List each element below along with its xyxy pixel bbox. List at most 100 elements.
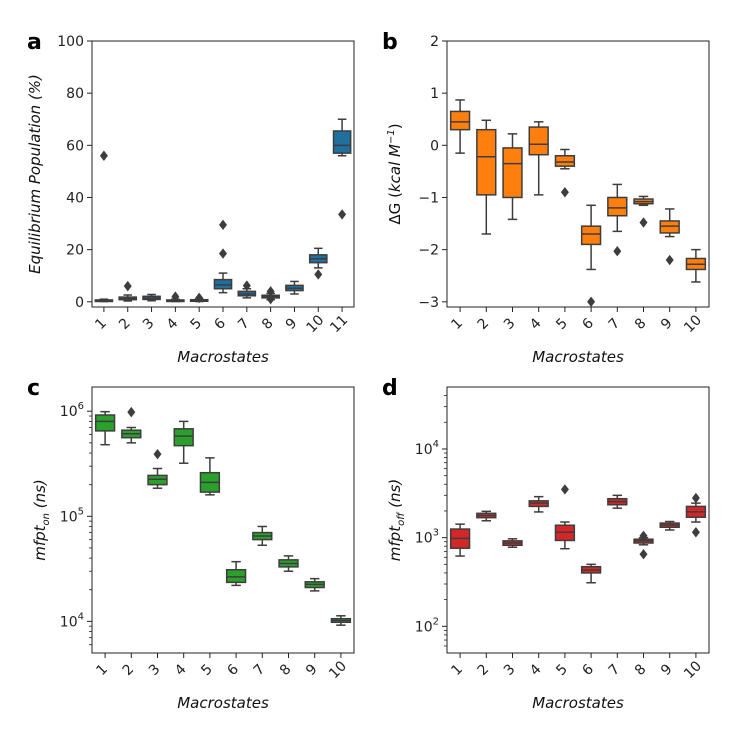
chart-b-ylabel-unit: kcal M xyxy=(386,144,404,192)
chart-d-ytick-exp: 2 xyxy=(433,616,439,627)
chart-a-xtick-label: 8 xyxy=(259,315,277,333)
chart-a-xtick-label: 3 xyxy=(140,315,158,333)
chart-a-ytick-label: 40 xyxy=(66,190,84,206)
chart-b-xtick-label: 9 xyxy=(658,315,676,333)
panel-a: a 0 20 40 60 80 100 1 2 3 4 5 6 7 8 9 10 11 Macrostates Equ… xyxy=(26,30,355,366)
chart-a-ytick-label: 60 xyxy=(66,138,84,154)
chart-d-xtick-label: 5 xyxy=(553,661,571,679)
chart-d-xtick-label: 9 xyxy=(658,661,676,679)
chart-a-ytick-label: 0 xyxy=(75,295,84,311)
chart-a-box xyxy=(332,130,352,154)
chart-c-ytick-exp: 5 xyxy=(78,506,84,517)
chart-a-outlier xyxy=(219,219,227,231)
chart-d-outlier xyxy=(691,492,700,504)
chart-c-xtick-label: 9 xyxy=(303,661,321,679)
chart-c-panel-letter: c xyxy=(27,376,40,401)
chart-d-ytick-label: 103 xyxy=(415,528,439,547)
chart-a-outlier xyxy=(171,291,180,302)
chart-c-box xyxy=(94,414,116,432)
chart-d-xtick-label: 6 xyxy=(579,661,597,679)
chart-d-outlier xyxy=(691,527,700,538)
chart-c-ytick-label: 104 xyxy=(60,611,84,630)
chart-c-ytick-exp: 6 xyxy=(78,401,84,412)
chart-b-box xyxy=(580,225,602,246)
chart-c-xtick-label: 4 xyxy=(172,661,190,679)
chart-a-xtick-label: 10 xyxy=(303,312,327,336)
chart-a-xtick-label: 6 xyxy=(211,315,229,333)
chart-d-ytick-base: 10 xyxy=(415,442,433,458)
chart-a-outlier xyxy=(123,280,132,292)
chart-c-xtick-label: 2 xyxy=(120,661,138,679)
chart-d-ytick-label: 102 xyxy=(415,616,439,635)
chart-c-xtick-label: 1 xyxy=(93,661,111,679)
chart-b-xtick-label: 1 xyxy=(448,315,466,333)
chart-a-outlier xyxy=(195,292,204,304)
chart-a-outlier xyxy=(266,293,275,305)
chart-a-ytick-label: 100 xyxy=(57,34,84,50)
chart-c-ytick-label: 105 xyxy=(60,506,84,525)
chart-b-box xyxy=(449,110,471,131)
chart-b-box xyxy=(554,154,576,167)
chart-c-ylabel-sub: on xyxy=(41,513,52,525)
chart-d-xtick-label: 1 xyxy=(448,661,466,679)
chart-b-ytick-label: 0 xyxy=(430,138,439,154)
chart-b-box xyxy=(476,128,497,196)
chart-b-outlier xyxy=(560,187,569,198)
chart-c-xlabel: Macrostates xyxy=(177,694,269,712)
chart-c-ytick-base: 10 xyxy=(60,509,78,525)
chart-a-outlier xyxy=(338,209,347,220)
chart-b-ytick-label: 1 xyxy=(430,86,439,102)
chart-b-xlabel: Macrostates xyxy=(532,348,624,366)
chart-b-ytick-label: −3 xyxy=(418,295,439,311)
chart-a-xtick-label: 7 xyxy=(235,315,253,333)
chart-c-xtick-label: 10 xyxy=(326,658,350,682)
chart-d-ytick-exp: 4 xyxy=(433,439,439,450)
chart-a-xtick-label: 1 xyxy=(92,315,110,333)
chart-a-outlier xyxy=(314,269,323,280)
chart-d-ytick-exp: 3 xyxy=(433,528,439,539)
chart-b-box xyxy=(607,196,628,217)
chart-d-xtick-label: 3 xyxy=(501,661,519,679)
chart-c-xtick-label: 3 xyxy=(146,661,164,679)
chart-c-xtick-label: 7 xyxy=(251,661,269,679)
chart-a-ylabel: Equilibrium Population (%) xyxy=(26,74,44,274)
chart-c-xtick-label: 6 xyxy=(224,661,242,679)
chart-d-panel-letter: d xyxy=(382,376,398,401)
chart-d-ylabel-base: mfpt xyxy=(386,525,404,561)
chart-c-ylabel-unit: (ns) xyxy=(31,479,49,513)
chart-c-axes-frame xyxy=(91,386,355,654)
chart-b-ylabel-exp: −1 xyxy=(386,129,397,144)
chart-c-xtick-label: 8 xyxy=(277,661,295,679)
chart-d-xtick-label: 10 xyxy=(681,658,705,682)
chart-c-ytick-label: 106 xyxy=(60,401,84,420)
chart-d-outlier xyxy=(639,530,648,541)
chart-d-ytick-base: 10 xyxy=(415,531,433,547)
chart-c-outlier xyxy=(153,448,162,460)
chart-b-panel-letter: b xyxy=(382,30,398,55)
chart-b-xtick-label: 7 xyxy=(606,315,624,333)
chart-d-outlier xyxy=(560,484,569,495)
chart-a-xtick-label: 11 xyxy=(327,312,351,336)
chart-b-box xyxy=(528,126,549,156)
chart-b-outlier xyxy=(665,254,674,266)
chart-b-ytick-label: 2 xyxy=(430,34,439,50)
chart-c-ytick-exp: 4 xyxy=(78,611,84,622)
chart-b-outlier xyxy=(587,296,596,307)
chart-b-ytick-label: −2 xyxy=(418,243,439,259)
chart-d-xtick-label: 8 xyxy=(632,661,650,679)
chart-a-ytick-label: 20 xyxy=(66,243,84,259)
chart-a-xtick-label: 5 xyxy=(188,315,206,333)
chart-c-ylabel-base: mfpt xyxy=(31,524,49,560)
chart-d-ytick-base: 10 xyxy=(415,619,433,635)
chart-b-ylabel: ΔG (kcal M−1) xyxy=(386,123,404,224)
chart-b-outlier xyxy=(639,217,648,228)
chart-a-axes-frame xyxy=(91,40,355,308)
chart-d-ylabel-unit: (ns) xyxy=(386,479,404,513)
chart-a-outlier xyxy=(266,286,275,297)
chart-b-ylabel-close: ) xyxy=(386,123,404,129)
chart-a-ytick-label: 80 xyxy=(66,86,84,102)
chart-a-outlier xyxy=(99,150,108,161)
